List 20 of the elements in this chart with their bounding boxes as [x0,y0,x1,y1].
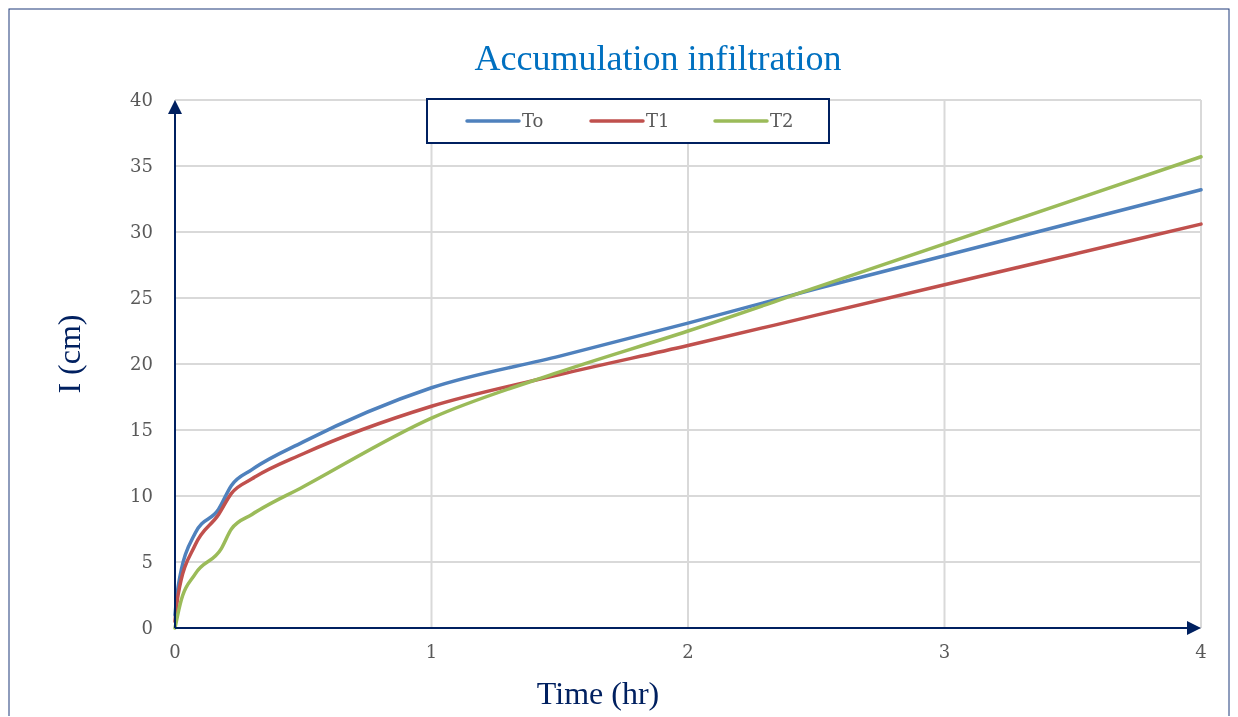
y-tick-label: 25 [130,287,153,309]
x-tick-label: 1 [425,641,438,662]
y-tick-label: 5 [141,551,153,573]
legend-label: To [522,110,544,132]
chart-title: Accumulation infiltration [474,38,842,78]
y-axis-title: I (cm) [51,314,87,394]
x-tick-label: 2 [682,641,694,662]
y-tick-label: 20 [130,353,153,375]
y-tick-label: 10 [130,485,153,507]
x-tick-label: 4 [1195,641,1207,662]
legend-label: T2 [770,110,794,132]
x-tick-label: 3 [938,641,951,662]
x-tick-label: 0 [169,641,181,662]
y-tick-label: 40 [130,89,153,111]
y-tick-label: 30 [130,221,153,243]
x-axis-title: Time (hr) [536,675,660,711]
y-tick-label: 0 [141,617,153,639]
legend-label: T1 [646,110,670,132]
y-tick-label: 15 [130,419,153,441]
y-tick-label: 35 [130,155,153,177]
